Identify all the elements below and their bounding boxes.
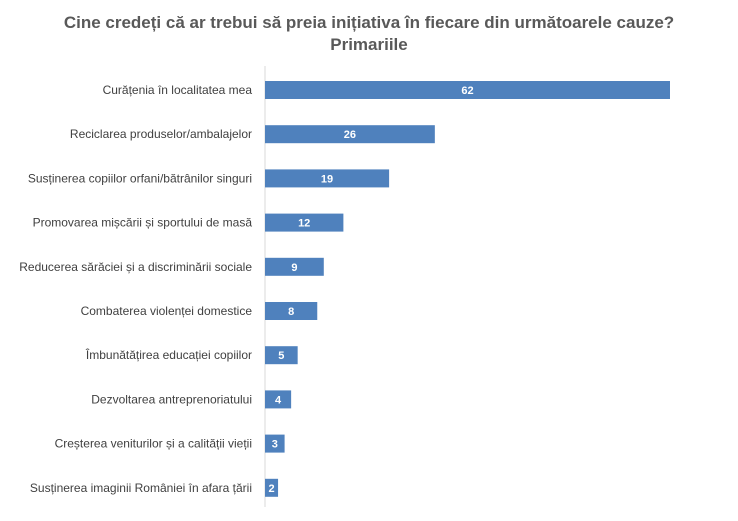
chart-title: Cine credeți că ar trebui să preia iniți… xyxy=(63,13,675,32)
bar-8 xyxy=(265,434,285,453)
bar-1 xyxy=(265,125,435,144)
category-label-4: Reducerea sărăciei și a discriminării so… xyxy=(19,260,252,274)
bar-6 xyxy=(265,346,298,365)
category-label-8: Creșterea veniturilor și a calității vie… xyxy=(55,437,252,451)
value-label-9: 2 xyxy=(268,483,274,495)
bar-4 xyxy=(265,257,324,276)
category-label-7: Dezvoltarea antreprenoriatului xyxy=(91,392,252,406)
value-label-6: 5 xyxy=(278,350,284,362)
value-label-3: 12 xyxy=(298,218,310,230)
bar-5 xyxy=(265,302,318,320)
category-label-3: Promovarea mișcării și sportului de masă xyxy=(33,216,253,230)
bar-7 xyxy=(265,390,292,409)
category-label-1: Reciclarea produselor/ambalajelor xyxy=(70,127,252,141)
chart-subtitle: Primariile xyxy=(330,35,408,54)
category-label-5: Combaterea violenței domestice xyxy=(81,304,253,318)
bar-0 xyxy=(265,81,670,99)
bar-2 xyxy=(265,169,390,188)
value-label-7: 4 xyxy=(275,394,282,406)
value-label-8: 3 xyxy=(272,439,278,451)
category-label-6: Îmbunătățirea educației copiilor xyxy=(85,347,252,362)
value-label-2: 19 xyxy=(321,173,333,185)
category-label-0: Curățenia în localitatea mea xyxy=(103,83,253,97)
value-label-1: 26 xyxy=(344,129,356,141)
bar-9 xyxy=(265,478,279,497)
value-label-0: 62 xyxy=(461,85,473,97)
category-label-2: Susținerea copiilor orfani/bătrânilor si… xyxy=(28,171,252,185)
bar-3 xyxy=(265,213,344,232)
value-label-4: 9 xyxy=(291,262,297,274)
category-label-9: Susținerea imaginii României în afara ță… xyxy=(30,481,252,495)
value-label-5: 8 xyxy=(288,306,294,318)
